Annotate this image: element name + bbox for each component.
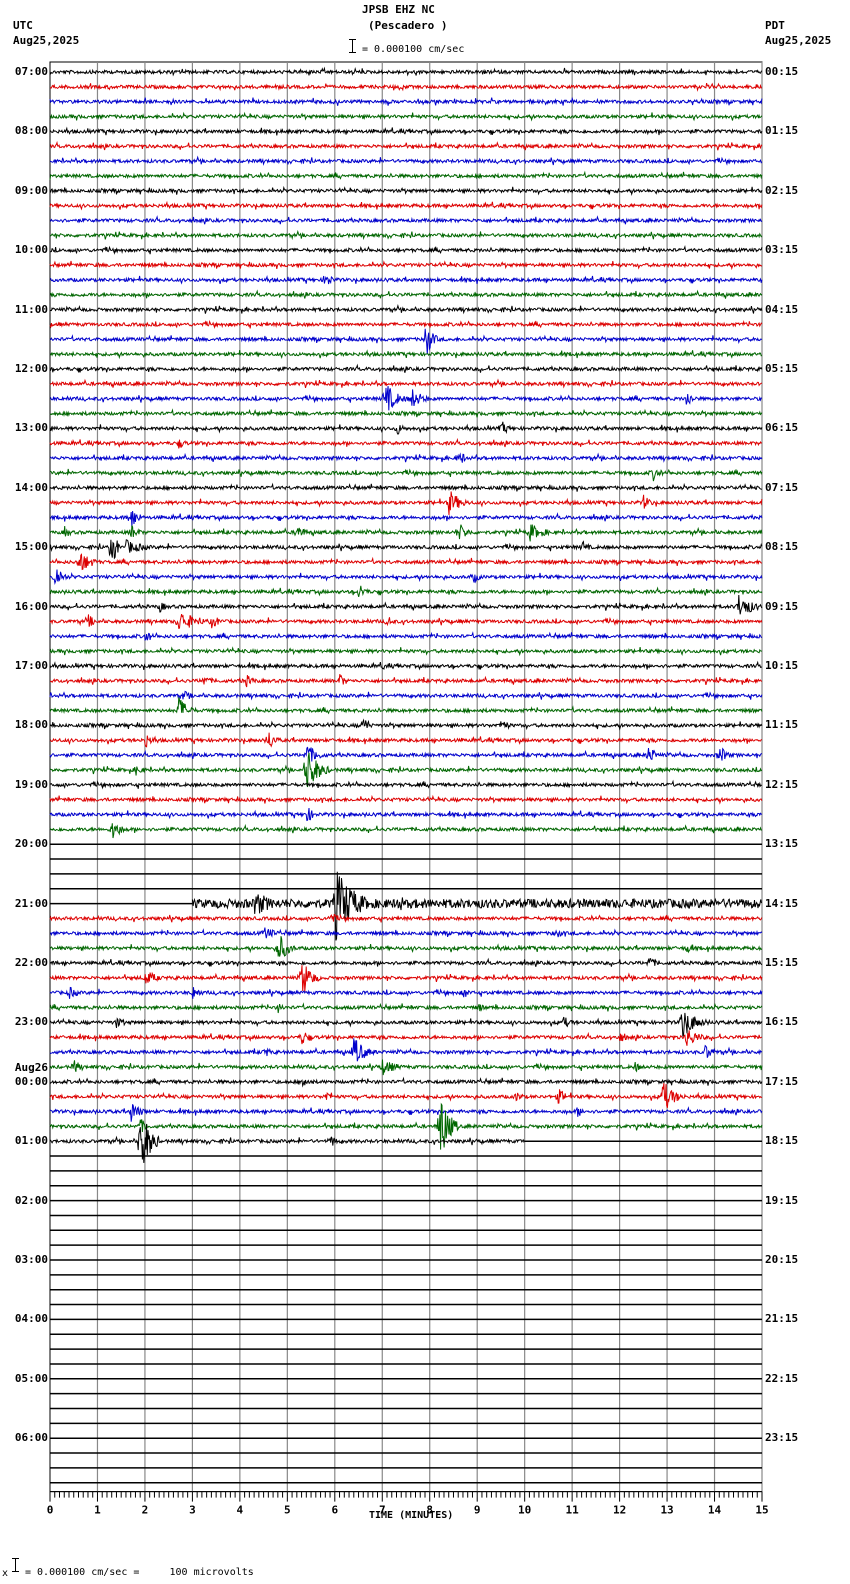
x-tick-label: 1 [94, 1504, 101, 1517]
pdt-hour-label: 02:15 [765, 183, 799, 197]
utc-hour-label: 23:00 [14, 1015, 48, 1029]
x-tick-label: 2 [142, 1504, 149, 1517]
utc-hour-label: 21:00 [14, 896, 48, 910]
utc-hour-label: 19:00 [14, 777, 48, 791]
pdt-hour-label: 14:15 [765, 896, 799, 910]
pdt-hour-label: 21:15 [765, 1312, 799, 1326]
x-tick-label: 12 [613, 1504, 626, 1517]
scale-bar-icon [349, 39, 356, 53]
pdt-hour-label: 23:15 [765, 1431, 799, 1445]
utc-hour-label: 03:00 [14, 1253, 48, 1266]
utc-hour-label: 09:00 [14, 183, 48, 197]
right-timezone: PDT [765, 19, 785, 32]
utc-hour-label: 04:00 [14, 1312, 48, 1326]
utc-hour-label: 16:00 [14, 599, 48, 613]
x-tick-label: 3 [189, 1504, 196, 1517]
utc-hour-label: 02:00 [14, 1193, 48, 1207]
utc-hour-label: 10:00 [14, 243, 48, 257]
pdt-hour-label: 06:15 [765, 421, 799, 435]
x-tick-label: 13 [660, 1504, 673, 1517]
pdt-hour-label: 07:15 [765, 480, 799, 494]
utc-hour-label: 18:00 [14, 718, 48, 732]
pdt-hour-label: 17:15 [765, 1074, 799, 1088]
utc-hour-label: 13:00 [14, 421, 48, 435]
x-tick-label: 9 [474, 1504, 481, 1517]
pdt-hour-label: 00:15 [765, 65, 799, 78]
x-tick-label: 7 [379, 1504, 386, 1517]
pdt-hour-label: 05:15 [765, 362, 799, 375]
utc-hour-label: 15:00 [14, 540, 48, 554]
pdt-hour-label: 03:15 [765, 243, 799, 257]
utc-hour-label: 12:00 [14, 362, 48, 375]
footer-scale-text: = 0.000100 cm/sec = 100 microvolts [25, 1567, 254, 1578]
date-change-label: Aug26 [14, 1060, 48, 1074]
pdt-hour-label: 04:15 [765, 302, 799, 316]
x-tick-label: 10 [518, 1504, 531, 1517]
utc-hour-label: 05:00 [14, 1371, 48, 1385]
utc-hour-label: 14:00 [14, 480, 48, 494]
utc-hour-label: 07:00 [14, 65, 48, 78]
x-tick-label: 0 [47, 1504, 54, 1517]
utc-hour-label: 20:00 [14, 837, 48, 851]
left-date: Aug25,2025 [13, 34, 80, 47]
utc-hour-label: 01:00 [14, 1134, 48, 1148]
pdt-hour-label: 10:15 [765, 659, 799, 672]
pdt-hour-label: 09:15 [765, 599, 799, 613]
utc-hour-label: 00:00 [14, 1074, 48, 1088]
station-title: JPSB EHZ NC [362, 3, 435, 16]
scale-label: = 0.000100 cm/sec [362, 44, 465, 55]
utc-hour-label: 11:00 [14, 302, 48, 316]
pdt-hour-label: 22:15 [765, 1371, 799, 1385]
x-tick-label: 15 [755, 1504, 768, 1517]
pdt-hour-label: 18:15 [765, 1134, 799, 1148]
pdt-hour-label: 08:15 [765, 540, 799, 554]
utc-hour-label: 22:00 [14, 956, 48, 969]
utc-hour-label: 08:00 [14, 124, 48, 138]
pdt-hour-label: 16:15 [765, 1015, 799, 1029]
station-location: (Pescadero ) [368, 19, 448, 32]
pdt-hour-label: 13:15 [765, 837, 799, 851]
pdt-hour-label: 20:15 [765, 1253, 799, 1266]
footer-scale-bar-icon [12, 1558, 19, 1572]
pdt-hour-label: 19:15 [765, 1193, 799, 1207]
pdt-hour-label: 12:15 [765, 777, 799, 791]
x-tick-label: 6 [331, 1504, 338, 1517]
utc-hour-label: 06:00 [14, 1431, 48, 1445]
x-tick-label: 8 [426, 1504, 433, 1517]
utc-hour-label: 17:00 [14, 659, 48, 672]
right-date: Aug25,2025 [765, 34, 832, 47]
pdt-hour-label: 01:15 [765, 124, 799, 138]
x-tick-label: 11 [566, 1504, 580, 1517]
x-tick-label: 5 [284, 1504, 291, 1517]
left-timezone: UTC [13, 19, 33, 32]
x-tick-label: 14 [708, 1504, 722, 1517]
pdt-hour-label: 11:15 [765, 718, 799, 732]
x-axis-label: TIME (MINUTES) [369, 1510, 454, 1521]
x-tick-label: 4 [237, 1504, 244, 1517]
footer-prefix: x [2, 1568, 9, 1579]
pdt-hour-label: 15:15 [765, 956, 799, 969]
